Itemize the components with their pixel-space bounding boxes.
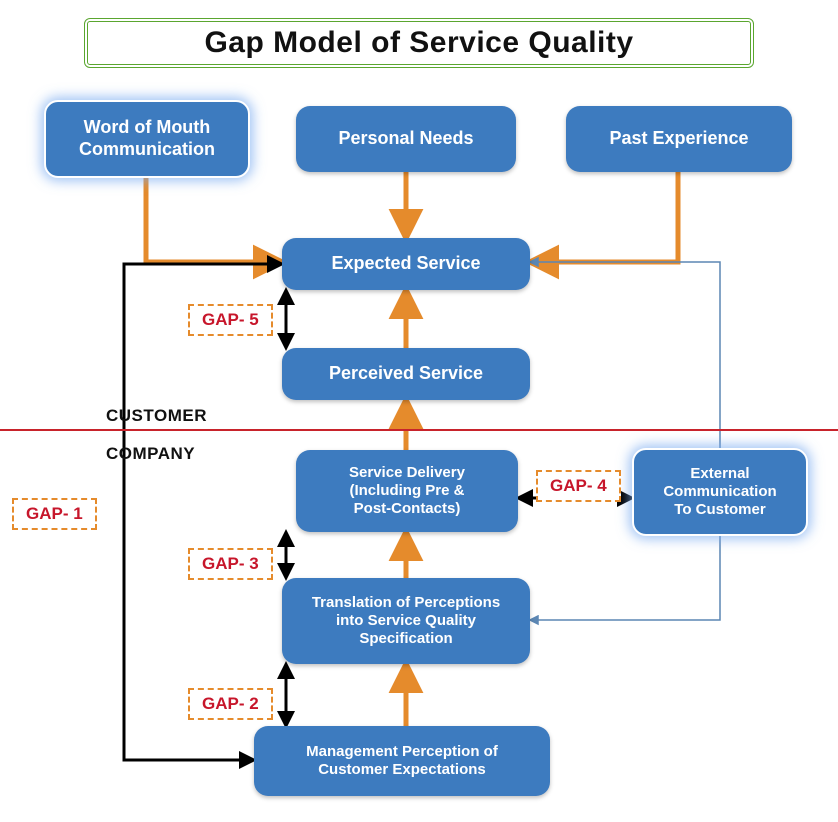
node-management-perception: Management Perception of Customer Expect… [254, 726, 550, 796]
node-expected-service: Expected Service [282, 238, 530, 290]
node-label: Management Perception of Customer Expect… [306, 743, 498, 779]
node-translation: Translation of Perceptions into Service … [282, 578, 530, 664]
gap-label-gap5: GAP- 5 [188, 304, 273, 336]
gap-label-gap4: GAP- 4 [536, 470, 621, 502]
node-label: Word of Mouth Communication [79, 117, 215, 160]
gap-label-gap1: GAP- 1 [12, 498, 97, 530]
section-label-company: COMPANY [106, 444, 195, 464]
gap-label-gap2: GAP- 2 [188, 688, 273, 720]
edge-external-to-expected [530, 262, 720, 448]
edge-past-to-expected [530, 172, 678, 262]
node-past-experience: Past Experience [566, 106, 792, 172]
node-label: External Communication To Customer [663, 465, 776, 519]
edge-gap1-span [124, 264, 282, 760]
node-personal-needs: Personal Needs [296, 106, 516, 172]
node-label: Personal Needs [338, 128, 473, 150]
node-external-comm: External Communication To Customer [632, 448, 808, 536]
diagram-canvas: Gap Model of Service Quality Word of Mou… [0, 0, 838, 822]
node-label: Translation of Perceptions into Service … [312, 594, 500, 648]
edge-wom-to-expected [146, 178, 282, 262]
diagram-title: Gap Model of Service Quality [204, 26, 633, 59]
section-label-customer: CUSTOMER [106, 406, 207, 426]
title-frame: Gap Model of Service Quality [84, 18, 754, 68]
node-perceived-service: Perceived Service [282, 348, 530, 400]
node-label: Past Experience [609, 128, 748, 150]
node-label: Perceived Service [329, 363, 483, 385]
node-service-delivery: Service Delivery (Including Pre & Post-C… [296, 450, 518, 532]
edge-external-to-translation [530, 536, 720, 620]
node-word-of-mouth: Word of Mouth Communication [44, 100, 250, 178]
node-label: Service Delivery (Including Pre & Post-C… [349, 464, 465, 518]
gap-label-gap3: GAP- 3 [188, 548, 273, 580]
node-label: Expected Service [331, 253, 480, 275]
